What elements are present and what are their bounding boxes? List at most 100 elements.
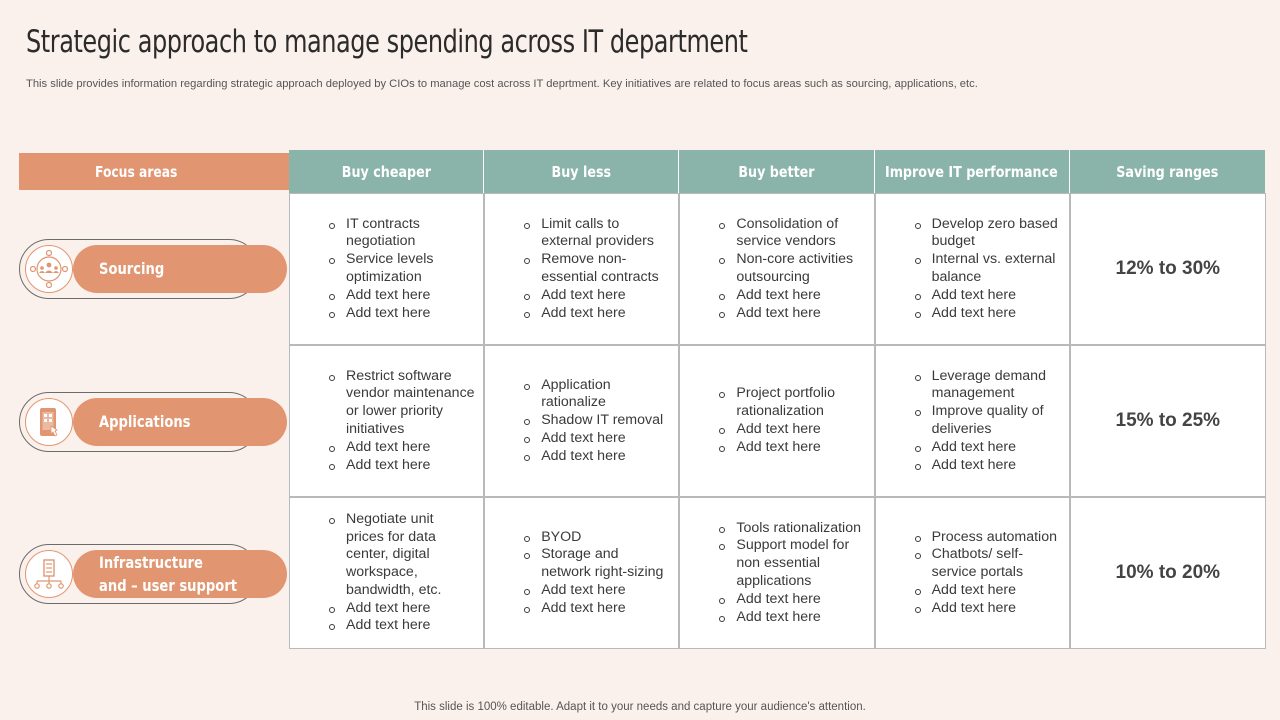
table-cell: Process automation Chatbots/ self-service…: [874, 497, 1070, 649]
bullet-list: Tools rationalization Support model for n…: [716, 520, 865, 627]
list-item: Project portfolio rationalization: [716, 385, 865, 421]
list-item: Add text here: [326, 617, 475, 635]
bullet-list: IT contracts negotiation Service levels o…: [326, 216, 475, 323]
focus-label-line2: and – user support: [99, 576, 238, 595]
list-item: Negotiate unit prices for data center, d…: [326, 511, 475, 600]
column-header-buy-less: Buy less: [484, 150, 680, 193]
bullet-list: Application rationalize Shadow IT removal…: [521, 377, 670, 466]
column-header-label: Buy less: [551, 162, 612, 181]
list-item: Add text here: [326, 457, 475, 475]
list-item: Add text here: [326, 439, 475, 457]
list-item: Add text here: [716, 421, 865, 439]
list-item: Internal vs. external balance: [912, 251, 1061, 287]
saving-range-value: 15% to 25%: [1069, 345, 1266, 497]
table-cell: Develop zero based budget Internal vs. ex…: [874, 193, 1070, 345]
list-item: Application rationalize: [521, 377, 670, 413]
column-header-improve-it: Improve IT performance: [874, 150, 1070, 193]
list-item: Add text here: [912, 457, 1061, 475]
bullet-list: Develop zero based budget Internal vs. ex…: [912, 216, 1061, 323]
list-item: Consolidation of service vendors: [716, 216, 865, 252]
focus-label-text: Applications: [99, 412, 191, 432]
focus-areas-header: Focus areas: [19, 153, 289, 190]
table-cell: Consolidation of service vendors Non-core…: [679, 193, 875, 345]
list-item: Add text here: [912, 600, 1061, 618]
list-item: Add text here: [521, 600, 670, 618]
list-item: Non-core activities outsourcing: [716, 251, 865, 287]
column-header-label: Buy better: [738, 162, 815, 181]
focus-label-infrastructure: Infrastructure and – user support: [73, 550, 287, 598]
focus-item-sourcing: Sourcing: [19, 239, 287, 299]
list-item: Add text here: [912, 287, 1061, 305]
table-cell: Application rationalize Shadow IT removal…: [484, 345, 680, 497]
table-cell: Project portfolio rationalization Add tex…: [679, 345, 875, 497]
table-cell: Limit calls to external providers Remove …: [484, 193, 680, 345]
focus-label-applications: Applications: [73, 398, 287, 446]
focus-label-line1: Infrastructure: [99, 552, 203, 572]
list-item: Add text here: [716, 609, 865, 627]
column-header-label: Saving ranges: [1116, 162, 1219, 181]
table-cell: BYOD Storage and network right-sizing Add …: [484, 497, 680, 649]
list-item: Develop zero based budget: [912, 216, 1061, 252]
table-cell: Leverage demand management Improve qualit…: [874, 345, 1070, 497]
list-item: Storage and network right-sizing: [521, 546, 670, 582]
bullet-list: Project portfolio rationalization Add tex…: [716, 385, 865, 456]
list-item: Add text here: [912, 582, 1061, 600]
team-network-icon: [25, 245, 73, 293]
footer-note: This slide is 100% editable. Adapt it to…: [414, 701, 866, 713]
list-item: Restrict software vendor maintenance or …: [326, 368, 475, 439]
list-item: Add text here: [716, 305, 865, 323]
list-item: Add text here: [912, 305, 1061, 323]
list-item: Support model for non essential applicat…: [716, 537, 865, 590]
bullet-list: Restrict software vendor maintenance or …: [326, 368, 475, 475]
saving-range-value: 10% to 20%: [1069, 497, 1266, 649]
focus-label-text: Sourcing: [99, 259, 165, 279]
list-item: Process automation: [912, 529, 1061, 547]
infrastructure-icon: [25, 550, 73, 598]
list-item: Remove non-essential contracts: [521, 251, 670, 287]
list-item: Add text here: [716, 439, 865, 457]
table-cell: IT contracts negotiation Service levels o…: [289, 193, 485, 345]
list-item: Add text here: [521, 430, 670, 448]
column-header-buy-better: Buy better: [679, 150, 875, 193]
list-item: IT contracts negotiation: [326, 216, 475, 252]
list-item: Limit calls to external providers: [521, 216, 670, 252]
table-cell: Restrict software vendor maintenance or …: [289, 345, 485, 497]
focus-item-infrastructure: Infrastructure and – user support: [19, 544, 287, 604]
list-item: BYOD: [521, 529, 670, 547]
focus-areas-header-label: Focus areas: [94, 162, 178, 181]
column-header-buy-cheaper: Buy cheaper: [289, 150, 485, 193]
list-item: Add text here: [912, 439, 1061, 457]
list-item: Add text here: [326, 287, 475, 305]
list-item: Add text here: [521, 305, 670, 323]
list-item: Leverage demand management: [912, 368, 1061, 404]
list-item: Add text here: [716, 287, 865, 305]
list-item: Chatbots/ self-service portals: [912, 546, 1061, 582]
list-item: Add text here: [521, 287, 670, 305]
column-header-label: Buy cheaper: [341, 162, 431, 181]
bullet-list: Leverage demand management Improve qualit…: [912, 368, 1061, 475]
bullet-list: BYOD Storage and network right-sizing Add …: [521, 529, 670, 618]
page-title: Strategic approach to manage spending ac…: [26, 24, 748, 60]
list-item: Add text here: [521, 448, 670, 466]
focus-label-sourcing: Sourcing: [73, 245, 287, 293]
table-cell: Tools rationalization Support model for n…: [679, 497, 875, 649]
table-cell: Negotiate unit prices for data center, d…: [289, 497, 485, 649]
bullet-list: Limit calls to external providers Remove …: [521, 216, 670, 323]
saving-range-value: 12% to 30%: [1069, 193, 1266, 345]
list-item: Add text here: [716, 591, 865, 609]
list-item: Add text here: [521, 582, 670, 600]
strategy-table: Buy cheaper Buy less Buy better Improve …: [289, 150, 1266, 651]
list-item: Service levels optimization: [326, 251, 475, 287]
focus-item-applications: Applications: [19, 392, 287, 452]
column-header-label: Improve IT performance: [885, 162, 1059, 181]
bullet-list: Process automation Chatbots/ self-service…: [912, 529, 1061, 618]
focus-label-text: Infrastructure and – user support: [99, 551, 237, 597]
list-item: Improve quality of deliveries: [912, 403, 1061, 439]
page-subtitle: This slide provides information regardin…: [26, 78, 978, 90]
bullet-list: Consolidation of service vendors Non-core…: [716, 216, 865, 323]
column-header-saving-ranges: Saving ranges: [1069, 150, 1265, 193]
bullet-list: Negotiate unit prices for data center, d…: [326, 511, 475, 636]
mobile-app-icon: [25, 398, 73, 446]
list-item: Shadow IT removal: [521, 412, 670, 430]
list-item: Add text here: [326, 305, 475, 323]
